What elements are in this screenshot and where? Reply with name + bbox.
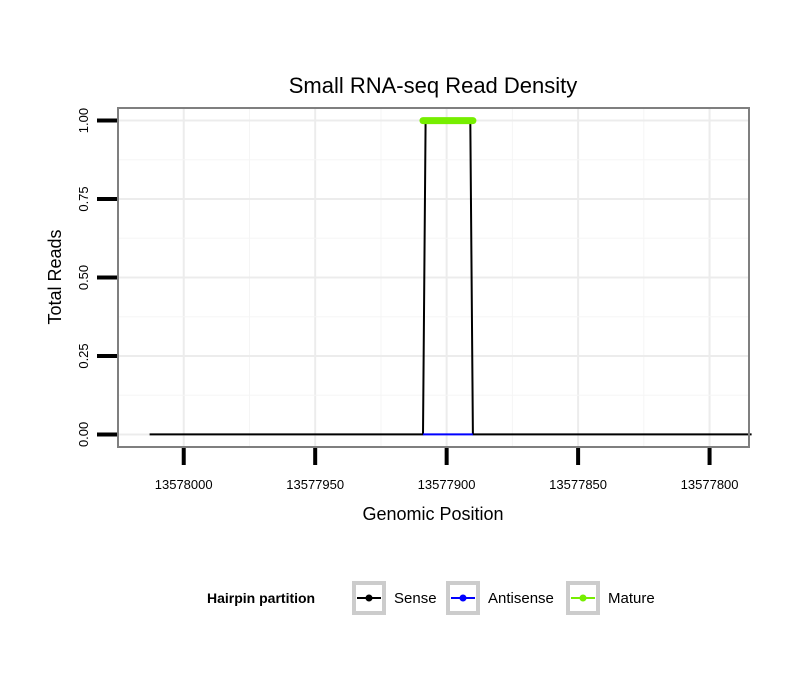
legend-title: Hairpin partition [207, 590, 315, 606]
x-tick-label: 13577850 [549, 477, 607, 492]
plot-panel-border [117, 107, 750, 448]
x-axis: 13578000 13577950 13577900 13577850 13577800 [155, 448, 739, 492]
y-tick-label: 1.00 [76, 108, 91, 133]
x-tick-label: 13577800 [681, 477, 739, 492]
legend-key-point-mature [579, 594, 587, 602]
x-axis-title: Genomic Position [362, 504, 503, 524]
legend-key-point-sense [365, 594, 373, 602]
y-axis: 0.00 0.25 0.50 0.75 1.00 [76, 108, 117, 447]
y-axis-title: Total Reads [45, 229, 65, 324]
x-tick-label: 13578000 [155, 477, 213, 492]
y-tick-label: 0.00 [76, 422, 91, 447]
series-lines [149, 117, 752, 436]
chart-title: Small RNA-seq Read Density [289, 73, 578, 98]
legend-label-sense: Sense [394, 590, 437, 607]
legend-label-antisense: Antisense [488, 590, 554, 607]
legend-label-mature: Mature [608, 590, 655, 607]
y-tick-label: 0.50 [76, 265, 91, 290]
y-tick-label: 0.75 [76, 186, 91, 211]
grid-lines [118, 108, 749, 447]
x-tick-label: 13577900 [418, 477, 476, 492]
x-tick-label: 13577950 [286, 477, 344, 492]
legend-key-point-antisense [459, 594, 467, 602]
legend: Hairpin partition Sense Antisense Mature [207, 581, 655, 615]
y-tick-label: 0.25 [76, 343, 91, 368]
